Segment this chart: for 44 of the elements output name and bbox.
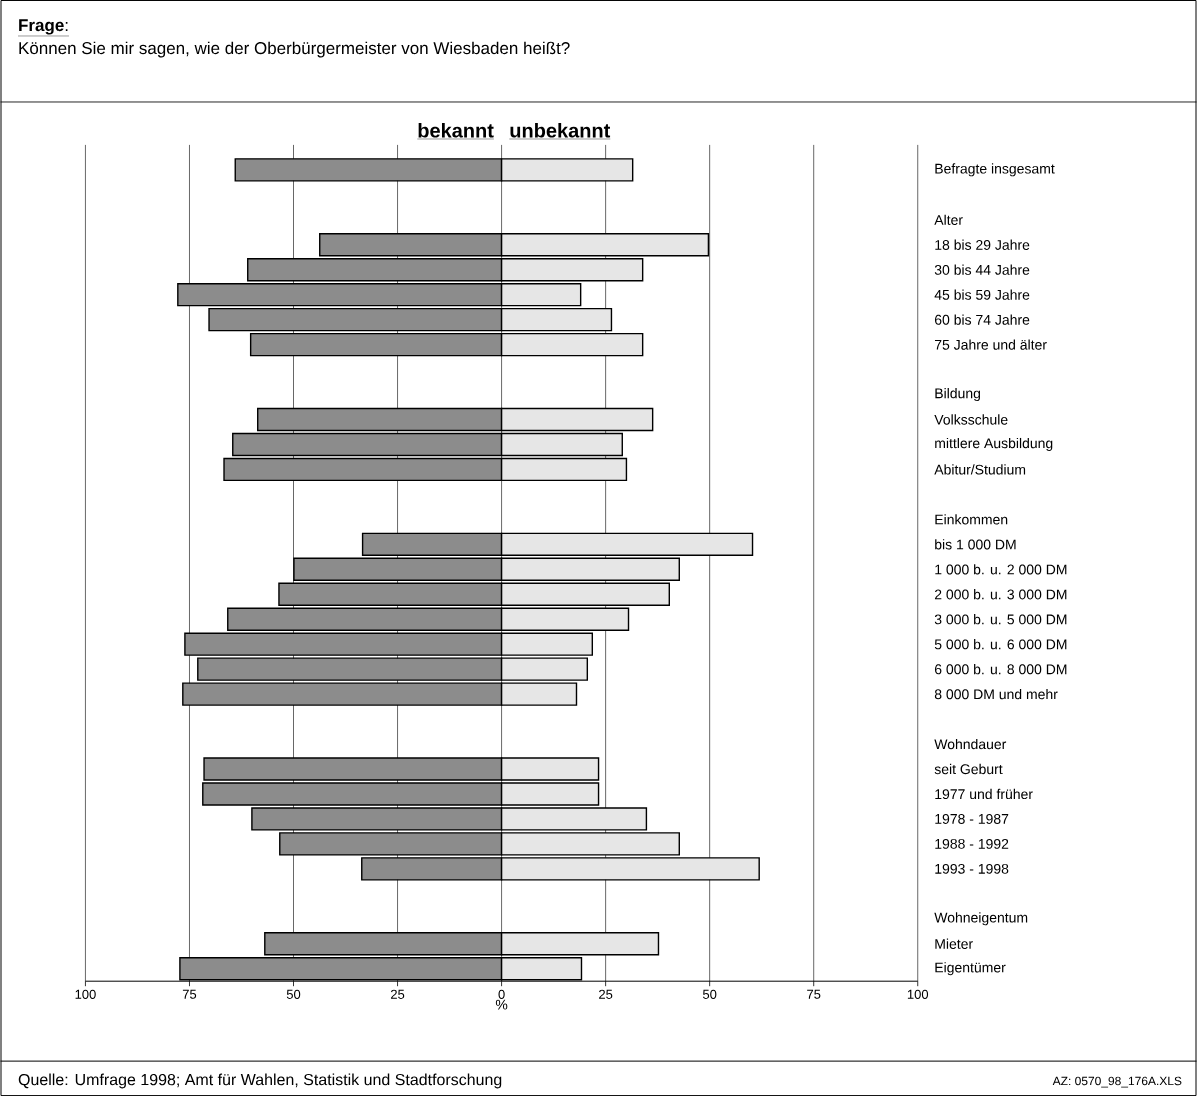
chart-subtitle: Können Sie mir sagen, wie der Oberbürgermeister von Wiesbaden heißt? xyxy=(19,41,570,58)
text: AZ: 0570_98_176A.XLS xyxy=(1052,1076,1182,1088)
y-tick-label: 30 bis 44 Jahre xyxy=(934,264,1030,275)
x-tick-label: 100 xyxy=(75,989,96,999)
y-tick-label: 45 bis 59 Jahre xyxy=(934,289,1030,300)
x-tick-label: 75 xyxy=(182,989,197,999)
y-tick-label: bis 1 000 DM xyxy=(935,539,1016,550)
y-tick-label: 5 000 b. u. 6 000 DM xyxy=(934,639,1067,650)
y-tick-label: Wohneigentum xyxy=(934,912,1028,926)
y-tick-label: 3 000 b. u. 5 000 DM xyxy=(934,614,1067,625)
x-tick-label: 25 xyxy=(599,989,613,999)
y-tick-label: 6 000 b. u. 8 000 DM xyxy=(934,663,1067,675)
y-tick-label: mittlere Ausbildung xyxy=(935,437,1053,451)
y-tick-label: Volksschule xyxy=(934,414,1008,425)
y-tick-label: 60 bis 74 Jahre xyxy=(934,314,1030,325)
x-axis-title: % xyxy=(495,999,508,1010)
y-tick-label: 1993 - 1998 xyxy=(935,863,1009,874)
y-tick-label: 75 Jahre und älter xyxy=(934,339,1047,350)
y-tick-label: Einkommen xyxy=(935,514,1008,525)
y-tick-label: 2 000 b. u. 3 000 DM xyxy=(934,589,1067,600)
y-tick-label: 1 000 b. u. 2 000 DM xyxy=(935,564,1067,575)
x-tick-label: 50 xyxy=(286,989,301,999)
y-tick-label: 8 000 DM und mehr xyxy=(934,688,1058,700)
y-tick-label: Wohndauer xyxy=(934,738,1007,750)
y-tick-label: Mieter xyxy=(935,938,973,949)
y-tick-label: 1977 und früher xyxy=(935,788,1033,800)
y-tick-label: 1978 - 1987 xyxy=(935,813,1009,824)
x-tick-label: 75 xyxy=(807,989,821,999)
x-tick-label: 25 xyxy=(390,989,405,999)
y-tick-label: 18 bis 29 Jahre xyxy=(935,239,1030,250)
x-tick-label: 50 xyxy=(702,989,717,999)
series-label: bekannt xyxy=(418,122,494,138)
y-tick-label: Abitur/Studium xyxy=(934,464,1026,475)
chart-title: Frage: xyxy=(19,19,68,35)
legend-label: unbekannt xyxy=(510,122,611,138)
y-tick-label: Bildung xyxy=(935,387,981,402)
x-tick-label: 100 xyxy=(907,989,929,999)
y-tick-label: Eigentümer xyxy=(935,962,1006,976)
source-note: Quelle: Umfrage 1998; Amt für Wahlen, Statistik und Stadtforschung xyxy=(18,1073,502,1089)
y-tick-label: Alter xyxy=(934,214,963,225)
y-tick-label: Befragte insgesamt xyxy=(935,163,1055,177)
y-tick-label: seit Geburt xyxy=(934,763,1003,775)
y-tick-label: 1988 - 1992 xyxy=(935,838,1009,849)
x-tick-label: 0 xyxy=(498,989,505,999)
